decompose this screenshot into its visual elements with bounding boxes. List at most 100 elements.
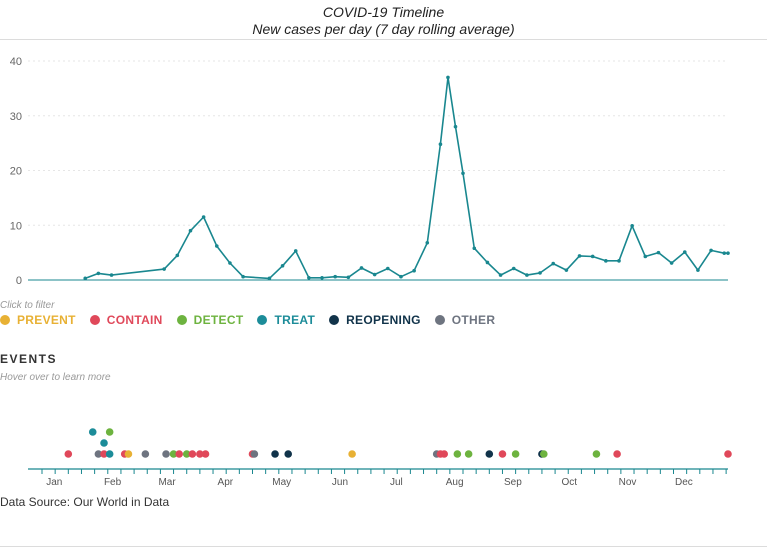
- filter-other[interactable]: OTHER: [434, 313, 496, 327]
- data-point[interactable]: [175, 253, 180, 258]
- data-point[interactable]: [453, 124, 458, 129]
- data-point[interactable]: [590, 254, 595, 259]
- event-dot-detect[interactable]: [105, 428, 114, 436]
- data-point[interactable]: [446, 75, 450, 80]
- data-point[interactable]: [696, 268, 700, 272]
- data-point[interactable]: [293, 249, 298, 253]
- event-dot-detect[interactable]: [592, 450, 601, 458]
- data-point[interactable]: [630, 223, 634, 228]
- event-dot-contain[interactable]: [440, 450, 449, 458]
- event-dot-detect[interactable]: [540, 450, 548, 458]
- month-label: Sep: [504, 477, 522, 488]
- data-point[interactable]: [333, 274, 337, 279]
- event-dot-contain[interactable]: [196, 450, 204, 458]
- data-point[interactable]: [485, 260, 490, 265]
- event-dot-detect[interactable]: [182, 450, 191, 458]
- data-point[interactable]: [201, 215, 206, 219]
- data-point[interactable]: [214, 244, 219, 248]
- data-point[interactable]: [320, 276, 324, 280]
- event-dot-detect[interactable]: [169, 450, 178, 458]
- data-point[interactable]: [472, 246, 477, 251]
- data-point[interactable]: [709, 248, 713, 253]
- filter-contain[interactable]: CONTAIN: [89, 313, 163, 327]
- event-dot-prevent[interactable]: [348, 450, 356, 458]
- event-dot-contain[interactable]: [498, 450, 507, 458]
- data-point[interactable]: [511, 266, 516, 271]
- data-point[interactable]: [438, 142, 443, 147]
- event-dot-detect[interactable]: [453, 450, 462, 458]
- data-point[interactable]: [241, 274, 245, 279]
- data-point[interactable]: [577, 254, 582, 258]
- event-dot-other[interactable]: [162, 450, 170, 458]
- event-dot-contain[interactable]: [175, 450, 183, 458]
- data-point[interactable]: [386, 266, 390, 271]
- event-dot-contain[interactable]: [201, 450, 210, 458]
- data-point[interactable]: [726, 251, 730, 255]
- event-dot-contain[interactable]: [613, 450, 621, 458]
- event-dot-detect[interactable]: [511, 450, 520, 458]
- filter-dot: [176, 315, 187, 325]
- data-point[interactable]: [669, 261, 674, 265]
- filter-detect[interactable]: DETECT: [176, 313, 244, 327]
- data-point[interactable]: [109, 273, 114, 277]
- event-dot-reopening[interactable]: [271, 450, 279, 458]
- data-point[interactable]: [551, 261, 556, 266]
- data-point[interactable]: [399, 274, 403, 279]
- filter-prevent[interactable]: PREVENT: [0, 313, 76, 327]
- month-label: May: [272, 477, 291, 488]
- data-point[interactable]: [604, 259, 608, 263]
- event-dot-reopening[interactable]: [284, 450, 293, 458]
- event-dot-other[interactable]: [250, 450, 259, 458]
- events-title: EVENTS: [0, 352, 58, 366]
- data-point[interactable]: [188, 228, 193, 233]
- month-label: Oct: [562, 477, 578, 488]
- data-point[interactable]: [525, 273, 529, 277]
- event-dot-contain[interactable]: [724, 450, 732, 458]
- data-point[interactable]: [538, 271, 542, 275]
- data-point[interactable]: [96, 271, 101, 276]
- data-point[interactable]: [643, 254, 648, 259]
- filter-label: DETECT: [193, 313, 244, 327]
- data-point[interactable]: [280, 263, 285, 268]
- data-point[interactable]: [656, 250, 661, 255]
- filter-dot: [89, 315, 100, 325]
- data-point[interactable]: [162, 267, 166, 271]
- filter-label: CONTAIN: [106, 313, 163, 327]
- event-dot-other[interactable]: [94, 450, 103, 458]
- filter-label: PREVENT: [17, 313, 76, 327]
- event-dot-treat[interactable]: [105, 450, 114, 458]
- data-point[interactable]: [425, 240, 430, 245]
- event-dot-treat[interactable]: [88, 428, 97, 436]
- data-point[interactable]: [564, 268, 569, 272]
- data-point[interactable]: [682, 250, 687, 254]
- events-timeline: Jan Feb Mar Apr May Jun Jul Aug Sep Oct Nov Dec: [28, 428, 732, 488]
- data-point[interactable]: [372, 272, 377, 277]
- data-point[interactable]: [461, 171, 465, 176]
- event-dot-prevent[interactable]: [124, 450, 133, 458]
- filter-label: TREAT: [274, 313, 316, 327]
- y-tick-label: 0: [16, 275, 22, 287]
- event-dot-reopening[interactable]: [485, 450, 494, 458]
- filter-dot: [329, 315, 340, 325]
- data-point[interactable]: [498, 273, 503, 277]
- event-dot-contain[interactable]: [188, 450, 197, 458]
- data-point[interactable]: [228, 261, 232, 265]
- event-dot-detect[interactable]: [464, 450, 473, 458]
- data-point[interactable]: [307, 276, 311, 280]
- filter-treat[interactable]: TREAT: [257, 313, 315, 327]
- filter-dot: [434, 315, 445, 325]
- data-point[interactable]: [359, 266, 364, 270]
- data-point[interactable]: [617, 259, 621, 263]
- data-point[interactable]: [267, 276, 272, 281]
- event-dot-contain[interactable]: [64, 450, 73, 458]
- month-label: Dec: [675, 477, 693, 488]
- event-dot-other[interactable]: [141, 450, 150, 458]
- event-dot-contain[interactable]: [100, 450, 108, 458]
- data-point[interactable]: [722, 251, 727, 255]
- data-point[interactable]: [83, 276, 88, 281]
- event-dot-treat[interactable]: [100, 439, 108, 447]
- filter-reopening[interactable]: REOPENING: [329, 313, 421, 327]
- data-point[interactable]: [412, 268, 416, 273]
- chart-subtitle: New cases per day (7 day rolling average…: [252, 21, 515, 37]
- data-point[interactable]: [346, 275, 351, 280]
